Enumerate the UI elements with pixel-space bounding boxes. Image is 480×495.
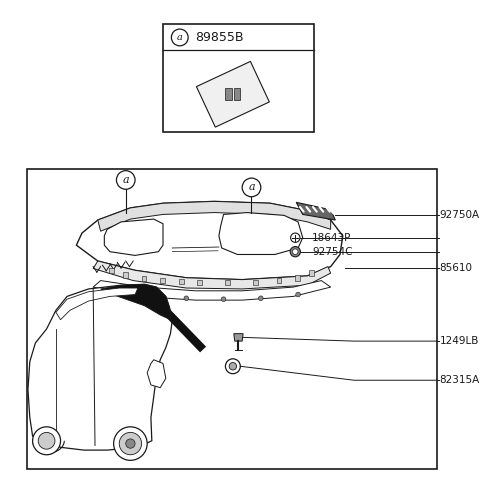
- Circle shape: [147, 293, 151, 298]
- Text: 89855B: 89855B: [195, 31, 243, 44]
- Circle shape: [242, 178, 261, 197]
- Bar: [295, 275, 300, 281]
- Circle shape: [290, 233, 300, 243]
- Circle shape: [221, 297, 226, 301]
- Text: 82315A: 82315A: [440, 375, 480, 385]
- Polygon shape: [98, 201, 331, 231]
- Text: 92754C: 92754C: [312, 247, 352, 257]
- Circle shape: [119, 433, 142, 455]
- Text: 85610: 85610: [440, 263, 473, 273]
- Text: a: a: [122, 175, 129, 185]
- Polygon shape: [104, 219, 163, 255]
- Bar: [179, 279, 183, 284]
- Polygon shape: [56, 288, 138, 320]
- Polygon shape: [196, 61, 269, 127]
- Circle shape: [229, 362, 237, 370]
- Bar: [197, 280, 202, 285]
- Circle shape: [296, 292, 300, 297]
- Circle shape: [126, 439, 135, 448]
- Polygon shape: [93, 261, 331, 289]
- Text: 1249LB: 1249LB: [440, 336, 479, 346]
- Bar: [226, 88, 232, 100]
- Circle shape: [119, 290, 123, 294]
- Circle shape: [290, 247, 300, 257]
- Polygon shape: [138, 287, 169, 315]
- Circle shape: [259, 296, 263, 300]
- Bar: [309, 270, 314, 276]
- Circle shape: [114, 427, 147, 460]
- Bar: [226, 280, 230, 285]
- Text: 92750A: 92750A: [440, 210, 480, 220]
- Bar: [123, 272, 128, 278]
- Polygon shape: [296, 202, 336, 220]
- Circle shape: [184, 296, 189, 300]
- Bar: [27, 169, 437, 469]
- Polygon shape: [234, 334, 243, 341]
- Bar: [234, 88, 240, 100]
- Circle shape: [171, 29, 188, 46]
- Text: a: a: [177, 33, 183, 42]
- Circle shape: [226, 359, 240, 374]
- Bar: [109, 267, 114, 273]
- Polygon shape: [219, 212, 303, 254]
- Circle shape: [117, 171, 135, 189]
- Polygon shape: [76, 201, 343, 280]
- Bar: [142, 276, 146, 282]
- Text: 18643P: 18643P: [312, 233, 351, 243]
- Polygon shape: [93, 281, 331, 300]
- Text: a: a: [248, 183, 255, 193]
- Circle shape: [33, 427, 60, 455]
- Bar: [253, 280, 258, 285]
- Polygon shape: [28, 284, 172, 450]
- Polygon shape: [101, 284, 170, 320]
- Circle shape: [292, 249, 298, 254]
- Polygon shape: [147, 360, 166, 388]
- Circle shape: [38, 433, 55, 449]
- Bar: [276, 278, 281, 283]
- Bar: [163, 24, 314, 132]
- Bar: [160, 278, 165, 283]
